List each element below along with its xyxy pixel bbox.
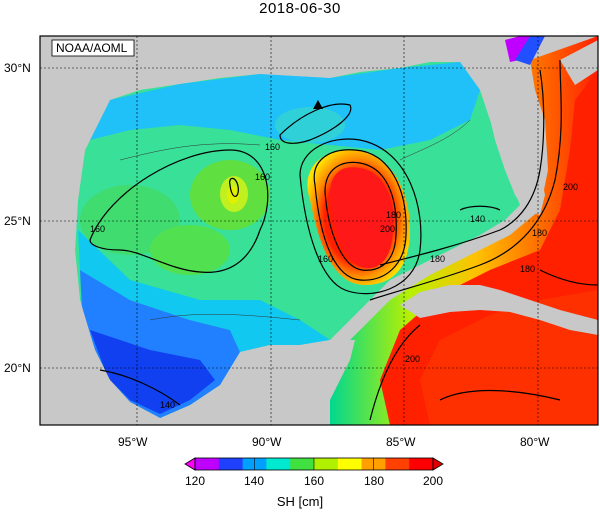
colorbar-segment (337, 458, 363, 470)
graticule (40, 36, 598, 425)
contour-label: 160 (318, 254, 333, 264)
colorbar-unit: SH [cm] (276, 494, 324, 509)
colorbar-segment (290, 458, 315, 470)
contour-label-group: 160 160 160 160 180 180 180 200 200 140 … (90, 142, 578, 410)
lon-label: 95°W (118, 435, 148, 449)
contour-label: 160 (90, 224, 105, 234)
colorbar-segment (218, 458, 244, 470)
lat-label: 30°N (4, 61, 31, 75)
map-frame (39, 35, 599, 426)
florida (480, 58, 545, 215)
contour-label: 200 (563, 182, 578, 192)
contour-label: 200 (380, 224, 395, 234)
lon-label: 85°W (386, 435, 416, 449)
colorbar-low-arrow (184, 457, 196, 471)
colorbar-tick: 160 (303, 474, 325, 488)
colorbar-tick: 120 (184, 474, 206, 488)
colorbar-segment (409, 458, 434, 470)
colorbar-high-arrow (432, 457, 444, 471)
colorbar-tick: 200 (422, 474, 444, 488)
map-title: 2018-06-30 (259, 0, 341, 17)
triangle-marker (313, 100, 323, 109)
contour-label: 180 (430, 254, 445, 264)
lon-label: 90°W (252, 435, 282, 449)
yucatan (222, 340, 355, 425)
credit-box (51, 39, 135, 57)
contour-label: 180 (532, 228, 547, 238)
contour-label: 160 (265, 142, 280, 152)
lon-label: 80°W (520, 435, 550, 449)
lat-label: 20°N (4, 361, 31, 375)
colorbar-segment (266, 458, 291, 470)
colorbar-tick: 180 (363, 474, 385, 488)
lat-label: 25°N (4, 214, 31, 228)
colorbar (184, 457, 444, 471)
colorbar-segment (385, 458, 410, 470)
contour-label: 180 (386, 210, 401, 220)
contour-label: 160 (255, 172, 270, 182)
contour-label: 180 (520, 264, 535, 274)
colorbar-tick: 140 (243, 474, 265, 488)
contour-label: 140 (160, 400, 175, 410)
credit-label: NOAA/AOML (56, 41, 128, 55)
cuba (400, 285, 598, 335)
colorbar-segment (195, 458, 220, 470)
contour-label: 140 (470, 214, 485, 224)
colorbar-segment (314, 458, 339, 470)
contour-lines (89, 59, 598, 421)
contour-label: 200 (405, 354, 420, 364)
